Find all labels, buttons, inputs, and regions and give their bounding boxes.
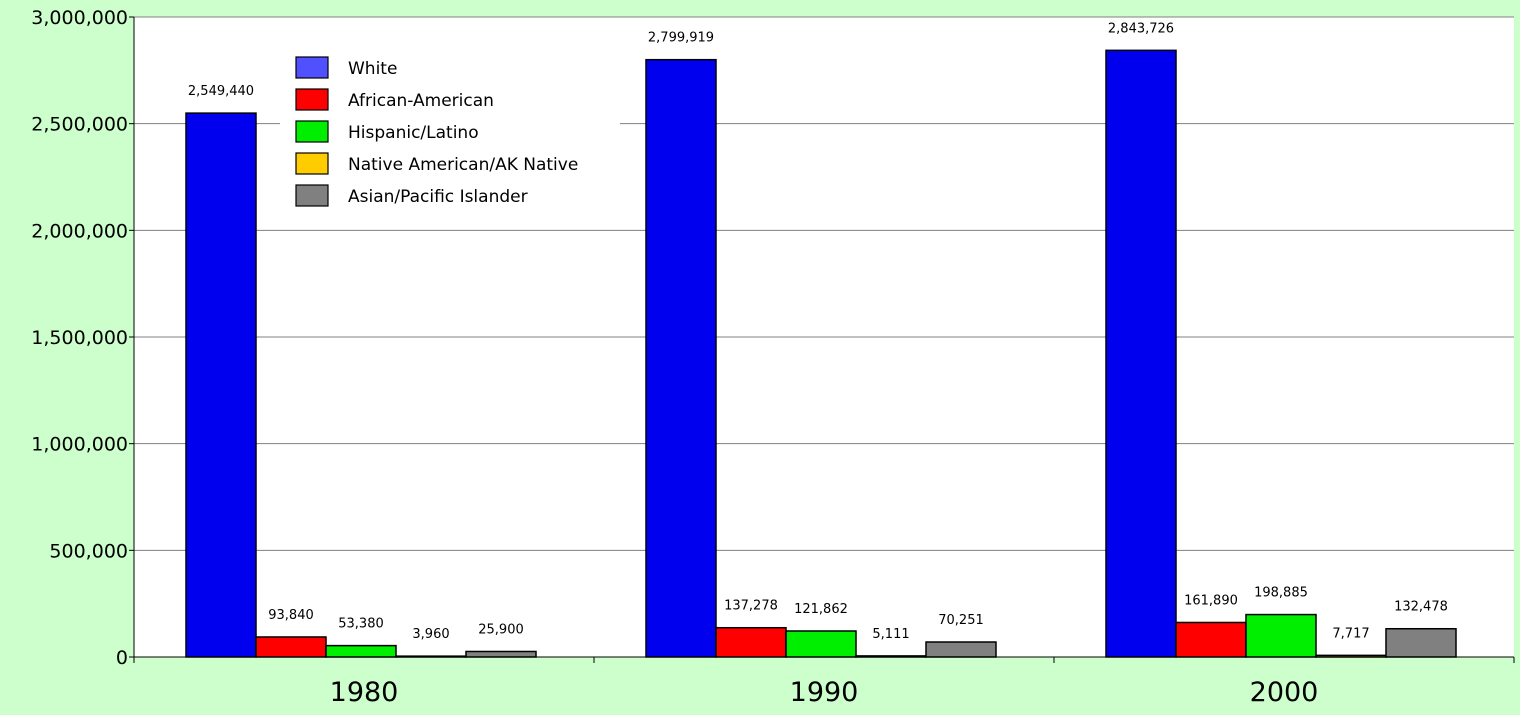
bar [1175, 621, 1247, 658]
bar [1385, 627, 1457, 658]
legend-swatch [295, 56, 329, 79]
legend-label: Asian/Pacific Islander [348, 187, 528, 207]
y-tick-label: 2,000,000 [31, 220, 128, 242]
legend-label: African-American [348, 91, 494, 111]
legend-label: Hispanic/Latino [348, 123, 479, 143]
x-axis: 1980 1990 2000 [133, 656, 1515, 708]
bar [395, 655, 467, 658]
legend-swatch [295, 120, 329, 143]
bar [645, 58, 717, 658]
bar [855, 655, 927, 658]
data-label: 132,478 [1394, 600, 1448, 615]
data-label: 7,717 [1332, 626, 1369, 641]
data-label: 53,380 [338, 617, 384, 632]
data-label: 25,900 [478, 622, 524, 637]
legend-label: White [348, 59, 397, 79]
data-label: 2,843,726 [1108, 21, 1174, 36]
x-tick-label: 2000 [1250, 677, 1319, 708]
y-tick-label: 500,000 [49, 540, 128, 562]
bar [925, 641, 997, 658]
bar [1315, 654, 1387, 658]
bar [715, 626, 787, 658]
legend-box [280, 47, 620, 217]
data-label: 5,111 [872, 627, 909, 642]
legend: White African-American Hispanic/Latino Nati… [280, 47, 620, 217]
data-label: 198,885 [1254, 586, 1308, 601]
data-label: 2,799,919 [648, 31, 714, 46]
legend-label: Native American/AK Native [348, 155, 578, 175]
y-tick-label: 3,000,000 [31, 7, 128, 29]
y-tick-label: 1,000,000 [31, 434, 128, 456]
data-label: 2,549,440 [188, 84, 254, 99]
bar [1105, 49, 1177, 658]
y-tick-label: 0 [116, 647, 128, 669]
data-label: 70,251 [938, 613, 984, 628]
x-tick-label: 1980 [330, 677, 399, 708]
y-tick-label: 2,500,000 [31, 114, 128, 136]
data-label: 93,840 [268, 608, 314, 623]
x-tick-label: 1990 [790, 677, 859, 708]
legend-swatch [295, 88, 329, 111]
data-label: 137,278 [724, 599, 778, 614]
bar [465, 650, 537, 658]
data-label: 121,862 [794, 602, 848, 617]
bar [255, 636, 327, 658]
legend-swatch [295, 152, 329, 175]
y-tick-label: 1,500,000 [31, 327, 128, 349]
bars [185, 49, 1457, 658]
data-labels: 2,549,440 93,840 53,380 3,960 25,900 2,799,91… [188, 21, 1448, 642]
bar [185, 112, 257, 658]
bar [325, 644, 397, 658]
gridlines [134, 16, 1514, 551]
bar [1245, 613, 1317, 658]
legend-swatch [295, 184, 329, 207]
y-axis: 0 500,000 1,000,000 1,500,000 2,000,000 2,500… [31, 7, 135, 669]
data-label: 161,890 [1184, 593, 1238, 608]
data-label: 3,960 [412, 627, 449, 642]
bar [785, 630, 857, 658]
